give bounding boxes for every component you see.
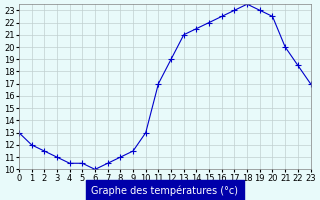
X-axis label: Graphe des températures (°c): Graphe des températures (°c) [91, 185, 238, 196]
